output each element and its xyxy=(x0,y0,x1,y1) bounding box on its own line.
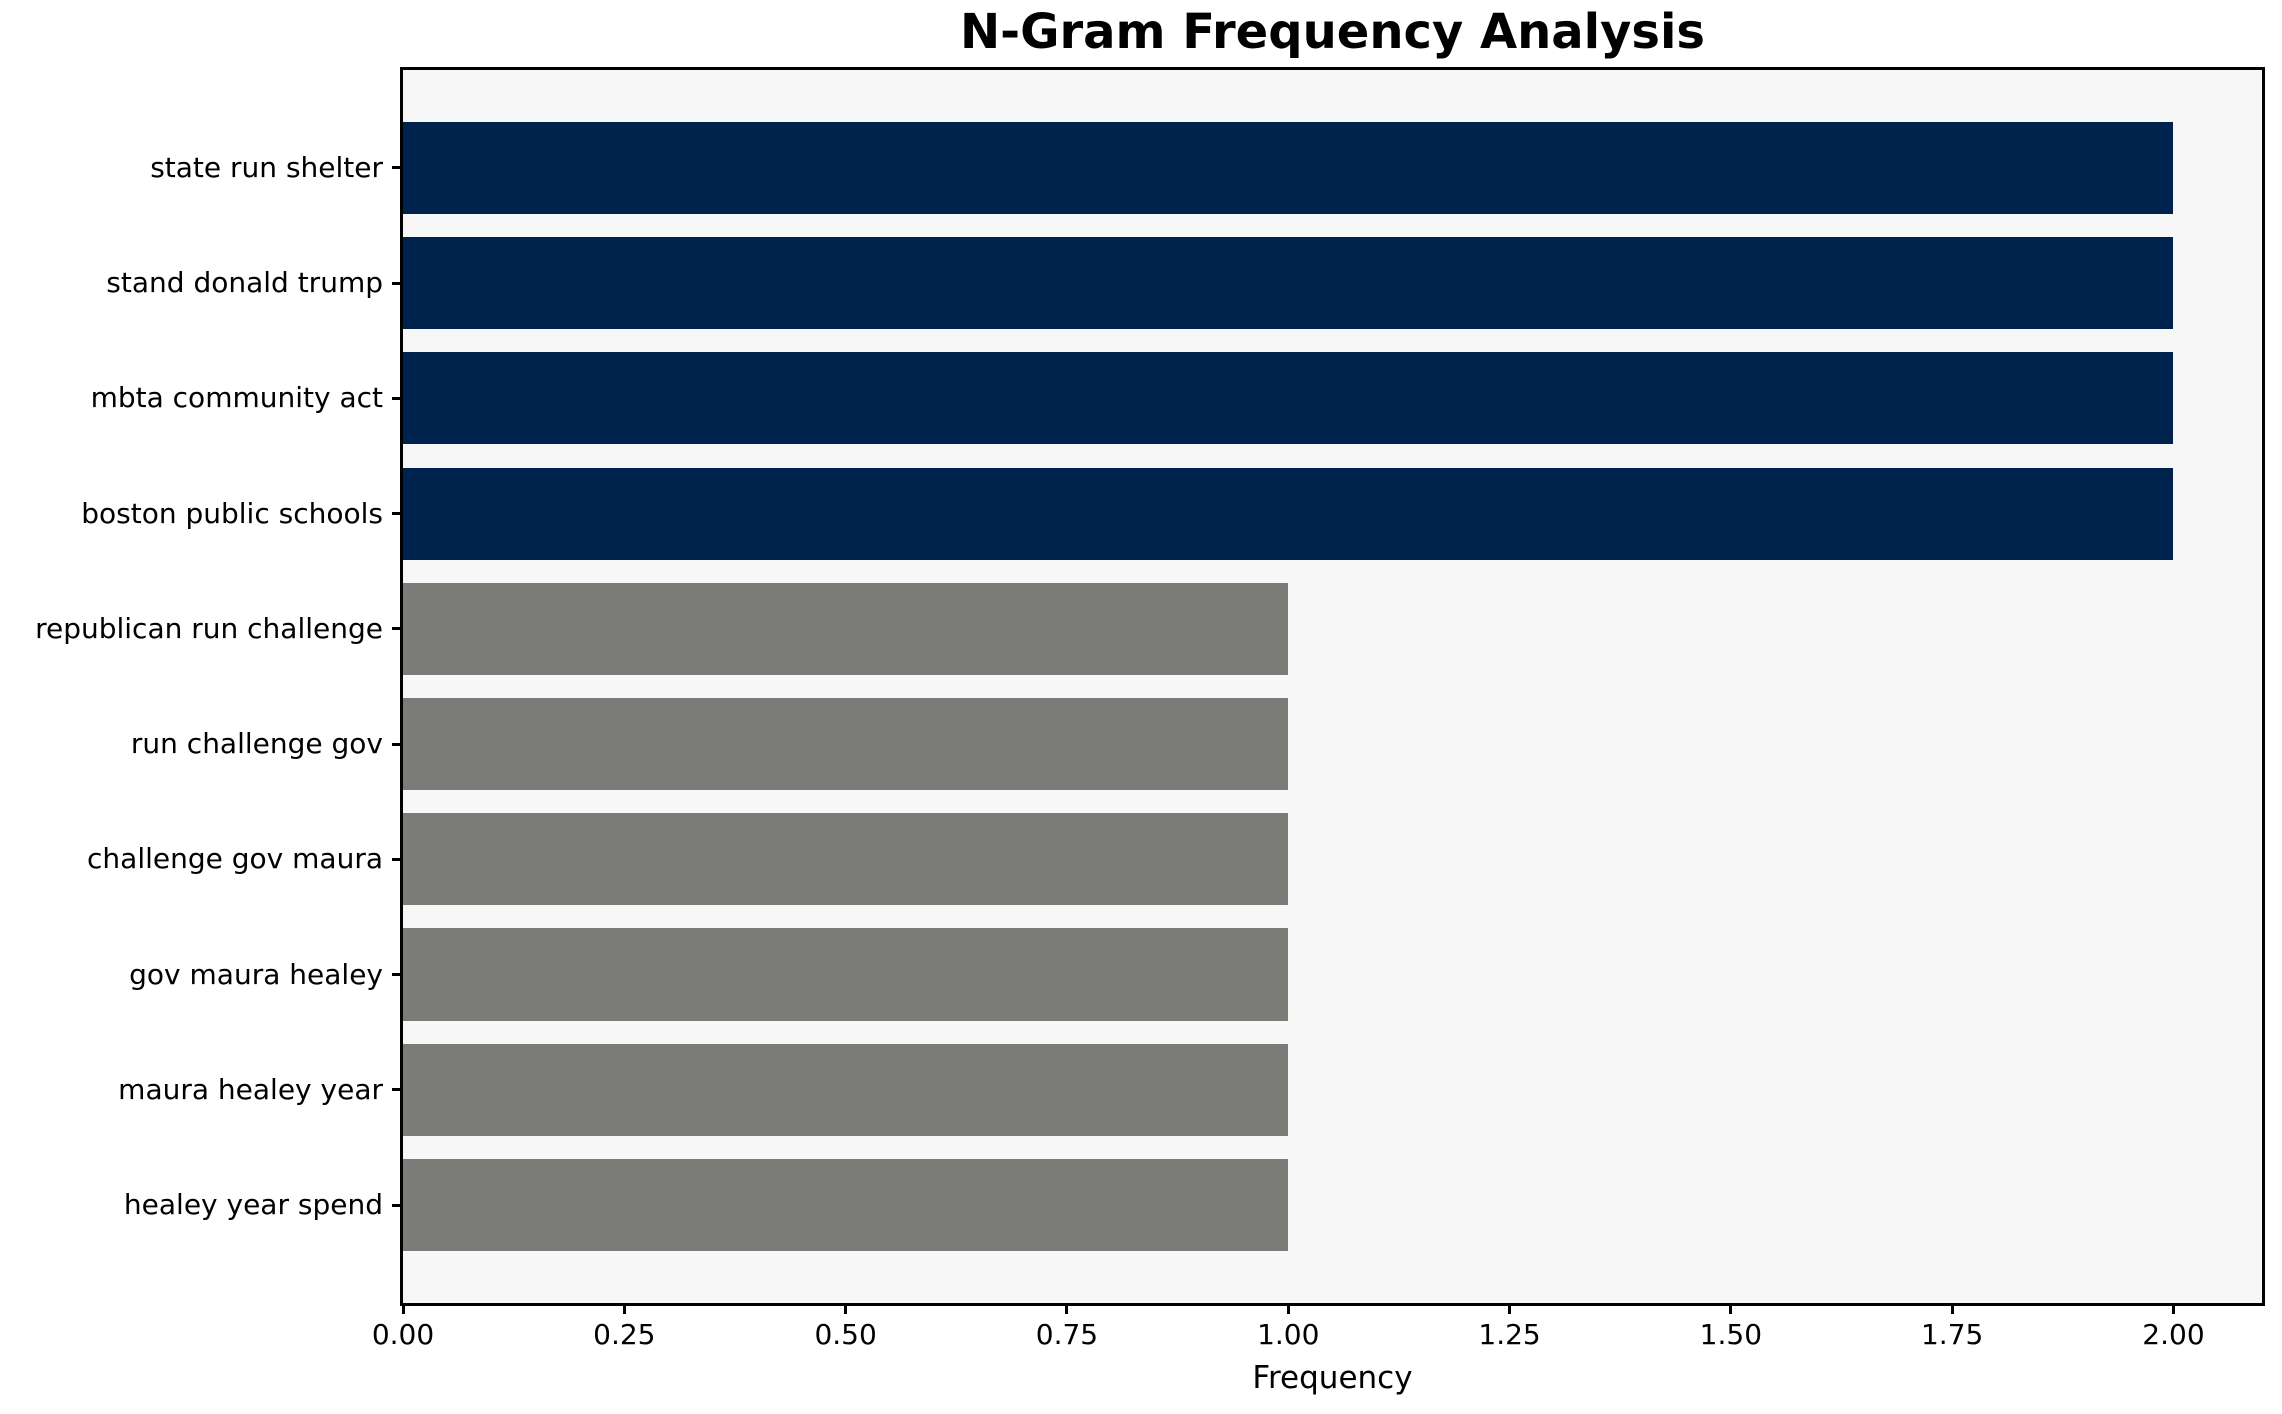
x-tick-mark xyxy=(1729,1303,1733,1314)
x-tick-mark xyxy=(622,1303,626,1314)
y-tick-mark xyxy=(392,281,403,285)
x-tick-mark xyxy=(1508,1303,1512,1314)
y-tick-label: healey year spend xyxy=(123,1188,383,1222)
bar-maura-healey-year xyxy=(403,1043,1289,1136)
y-tick-mark xyxy=(392,742,403,746)
y-tick-label: state run shelter xyxy=(150,150,383,184)
y-tick-mark xyxy=(392,627,403,631)
x-tick-mark xyxy=(2171,1303,2175,1314)
x-tick-label: 2.00 xyxy=(2142,1318,2205,1351)
y-tick-label: boston public schools xyxy=(81,496,383,530)
bar-run-challenge-gov xyxy=(403,698,1289,791)
y-tick-mark xyxy=(392,973,403,977)
x-tick-mark xyxy=(1286,1303,1290,1314)
y-tick-label: stand donald trump xyxy=(106,266,383,300)
bar-mbta-community-act xyxy=(403,352,2174,445)
x-tick-label: 0.00 xyxy=(371,1318,435,1351)
bar-boston-public-schools xyxy=(403,467,2174,560)
x-tick-label: 1.25 xyxy=(1478,1318,1541,1351)
x-tick-mark xyxy=(1065,1303,1069,1314)
bar-healey-year-spend xyxy=(403,1158,1289,1252)
bar-gov-maura-healey xyxy=(403,928,1289,1021)
y-tick-mark xyxy=(392,512,403,516)
bar-state-run-shelter xyxy=(403,121,2174,215)
y-tick-label: mbta community act xyxy=(90,381,383,415)
x-tick-label: 0.25 xyxy=(593,1318,656,1351)
y-tick-mark xyxy=(392,857,403,861)
bar-republican-run-challenge xyxy=(403,582,1289,675)
y-tick-label: challenge gov maura xyxy=(87,842,383,876)
x-tick-label: 0.50 xyxy=(814,1318,877,1351)
y-tick-mark xyxy=(392,396,403,400)
bar-challenge-gov-maura xyxy=(403,813,1289,906)
y-tick-mark xyxy=(392,1203,403,1207)
x-tick-label: 1.00 xyxy=(1257,1318,1320,1351)
x-tick-mark xyxy=(401,1303,405,1314)
y-tick-mark xyxy=(392,166,403,170)
chart-title: N-Gram Frequency Analysis xyxy=(960,4,1705,60)
y-tick-label: run challenge gov xyxy=(130,727,383,761)
x-tick-mark xyxy=(844,1303,848,1314)
y-tick-label: maura healey year xyxy=(118,1072,383,1106)
y-tick-mark xyxy=(392,1088,403,1092)
y-tick-label: gov maura healey xyxy=(129,957,383,991)
x-tick-label: 0.75 xyxy=(1035,1318,1099,1351)
x-tick-label: 1.50 xyxy=(1699,1318,1763,1351)
y-tick-label: republican run challenge xyxy=(35,611,383,645)
bar-stand-donald-trump xyxy=(403,237,2174,330)
x-tick-mark xyxy=(1950,1303,1954,1314)
x-tick-label: 1.75 xyxy=(1920,1318,1984,1351)
x-axis-label: Frequency xyxy=(1252,1360,1413,1396)
